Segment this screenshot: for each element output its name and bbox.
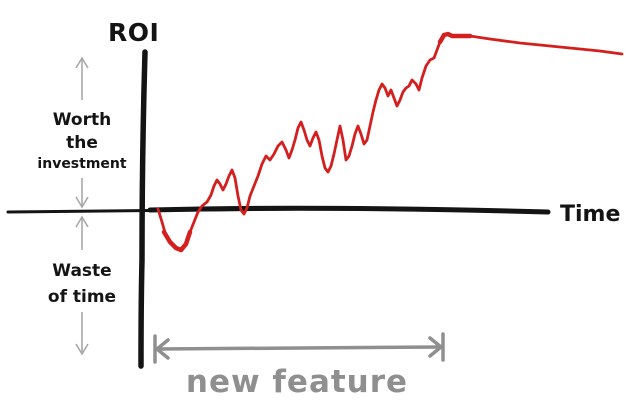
- waste-label-line2: of time: [48, 287, 116, 307]
- roi-curve: [156, 32, 624, 252]
- x-axis-thick: [147, 205, 551, 215]
- feature-span-arrow: [153, 332, 445, 364]
- worth-range-arrow: [75, 56, 89, 209]
- roi-curve-emphasis-peak: [437, 31, 473, 45]
- worth-label-line2: the: [66, 133, 98, 153]
- waste-range-arrow: [75, 215, 89, 356]
- waste-label-line1: Waste: [52, 261, 111, 281]
- worth-label-line3: investment: [37, 156, 126, 172]
- y-axis-label: ROI: [108, 18, 159, 47]
- y-axis: [138, 49, 148, 369]
- feature-span-label: new feature: [186, 364, 408, 400]
- worth-label-line1: Worth: [53, 110, 111, 130]
- x-axis-label: Time: [560, 202, 620, 227]
- roi-curve-emphasis-dip: [161, 229, 193, 253]
